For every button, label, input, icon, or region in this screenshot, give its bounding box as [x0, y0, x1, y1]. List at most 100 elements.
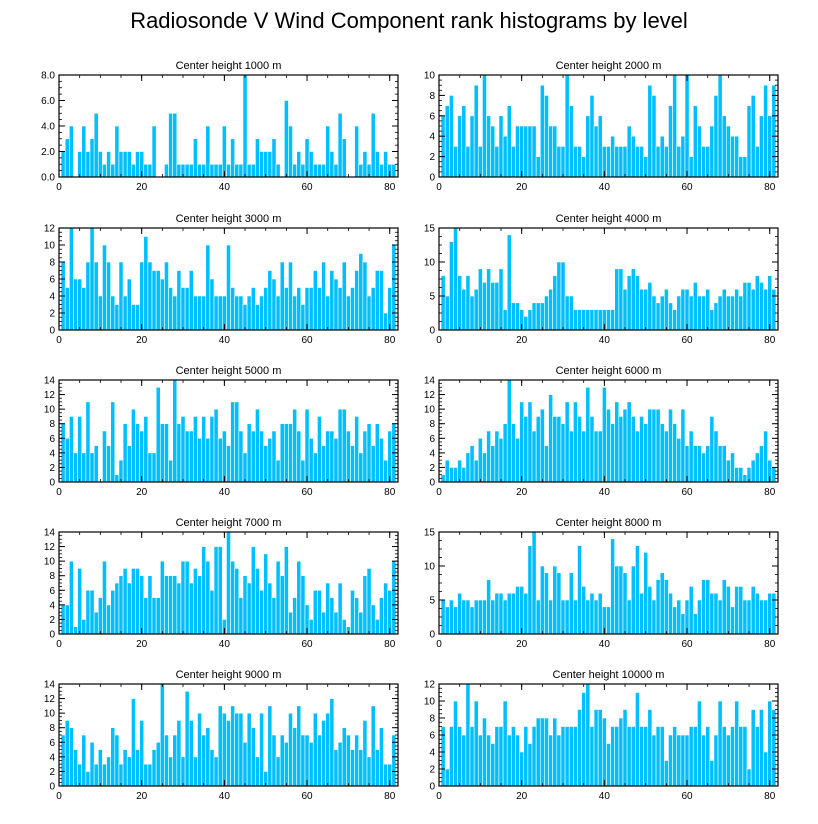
histogram-bar	[655, 146, 661, 178]
histogram-bar	[176, 270, 182, 331]
histogram-bar	[73, 749, 78, 787]
histogram-bar	[614, 726, 620, 787]
histogram-bar	[688, 156, 694, 178]
histogram-bar	[325, 582, 331, 635]
histogram-bar	[250, 287, 256, 331]
histogram-bar	[639, 288, 644, 331]
y-tick-label: 6.0	[41, 96, 55, 107]
histogram-bar	[312, 270, 318, 331]
x-tick-label: 80	[384, 791, 396, 802]
histogram-bar	[176, 163, 182, 178]
y-tick-label: 8.0	[41, 71, 55, 82]
histogram-bar	[221, 712, 227, 787]
histogram-bar	[122, 568, 128, 635]
histogram-bar	[238, 712, 244, 787]
histogram-bar	[672, 74, 678, 178]
histogram-bar	[188, 270, 194, 331]
y-tick-label: 8	[49, 723, 55, 734]
histogram-bar	[296, 705, 302, 787]
x-tick-label: 40	[599, 639, 611, 650]
histogram-bar	[77, 763, 83, 787]
histogram-bar	[552, 416, 558, 483]
y-tick-label: 8	[429, 419, 435, 430]
histogram-bar	[539, 408, 545, 483]
histogram-bar	[502, 423, 508, 483]
histogram-bar	[635, 275, 640, 331]
histogram-bar	[379, 597, 384, 635]
panel-title: Center height 6000 m	[556, 365, 662, 377]
histogram-bar	[713, 302, 719, 331]
histogram-bar	[511, 592, 516, 635]
y-tick-label: 10	[44, 709, 56, 720]
histogram-bar	[205, 437, 211, 483]
histogram-bar	[552, 565, 558, 635]
y-tick-label: 12	[44, 542, 56, 553]
histogram-bar	[85, 261, 91, 331]
histogram-bar	[370, 705, 376, 787]
histogram-bar	[176, 423, 182, 483]
histogram-bar	[738, 295, 744, 331]
histogram-bar	[544, 572, 549, 635]
histogram-bar	[296, 560, 302, 635]
histogram-bar	[97, 749, 103, 787]
histogram-bar	[321, 261, 326, 331]
histogram-bar	[457, 115, 463, 178]
histogram-bar	[465, 683, 471, 787]
histogram-bar	[626, 599, 632, 635]
histogram-bar	[511, 302, 516, 331]
histogram-panel: Center height 9000 m 0 20 40 60 80 0 2 4 6 8 10 12 14	[44, 669, 399, 802]
histogram-bar	[721, 115, 727, 178]
y-tick-label: 2	[49, 767, 55, 778]
histogram-bar	[118, 151, 124, 178]
histogram-bar	[387, 430, 393, 483]
histogram-bar	[535, 416, 541, 483]
y-tick-label: 8	[49, 571, 55, 582]
histogram-bar	[494, 430, 500, 483]
histogram-bar	[197, 437, 202, 483]
histogram-bar	[118, 763, 124, 787]
histogram-bar	[618, 146, 624, 178]
histogram-bar	[106, 445, 111, 483]
x-tick-label: 20	[516, 335, 528, 346]
histogram-bar	[341, 727, 347, 787]
histogram-bar	[490, 743, 496, 787]
histogram-bar	[102, 163, 107, 178]
histogram-bar	[639, 416, 644, 483]
histogram-bar	[143, 597, 149, 635]
histogram-bar	[255, 408, 260, 483]
histogram-bar	[721, 579, 727, 635]
x-tick-label: 0	[436, 791, 442, 802]
histogram-bar	[746, 599, 752, 635]
histogram-bar	[622, 408, 628, 483]
histogram-bar	[122, 423, 128, 483]
histogram-bar	[292, 295, 298, 331]
histogram-bar	[606, 309, 611, 331]
histogram-bar	[643, 423, 649, 483]
histogram-bar	[573, 401, 578, 483]
histogram-bar	[515, 437, 520, 483]
y-tick-label: 0	[429, 630, 435, 641]
y-tick-label: 12	[44, 390, 56, 401]
histogram-bar	[664, 146, 669, 178]
histogram-bar	[763, 751, 768, 787]
histogram-bar	[358, 163, 364, 178]
histogram-bar	[329, 597, 335, 635]
histogram-bar	[506, 105, 512, 178]
histogram-bar	[705, 146, 711, 178]
y-tick-label: 0	[429, 173, 435, 184]
histogram-bar	[271, 278, 277, 331]
histogram-bar	[477, 437, 483, 483]
histogram-bar	[568, 572, 574, 635]
histogram-bar	[350, 589, 355, 635]
histogram-bar	[618, 268, 624, 331]
histogram-bar	[193, 138, 198, 178]
histogram-bar	[655, 408, 661, 483]
histogram-bar	[626, 125, 632, 178]
histogram-bar	[697, 125, 702, 178]
panel-title: Center height 8000 m	[556, 517, 662, 529]
histogram-bar	[482, 452, 487, 483]
histogram-bar	[304, 287, 310, 331]
y-tick-label: 2.0	[41, 147, 55, 158]
histogram-bar	[676, 734, 682, 787]
histogram-bar	[374, 619, 380, 635]
